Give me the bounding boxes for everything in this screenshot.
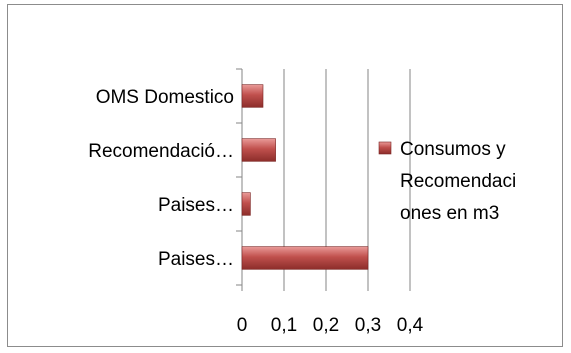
category-label: Recomendació… bbox=[88, 141, 234, 162]
bar bbox=[241, 246, 369, 270]
bar bbox=[241, 192, 251, 216]
x-tick-label: 0 bbox=[237, 315, 248, 336]
bar-chart: Paises… Paises… Recomendació… OMS Domestico… bbox=[88, 68, 516, 336]
x-tick-label: 0,1 bbox=[271, 315, 297, 336]
legend-swatch bbox=[378, 141, 392, 155]
legend-label-line: Consumos y bbox=[400, 139, 506, 160]
x-tick-label: 0,3 bbox=[355, 315, 381, 336]
bar bbox=[241, 84, 264, 108]
bars bbox=[241, 84, 369, 270]
x-tick-label: 0,2 bbox=[313, 315, 339, 336]
legend-label-line: Recomendaci bbox=[400, 171, 516, 192]
legend: Consumos y Recomendaci ones en m3 bbox=[378, 139, 516, 224]
category-label: Paises… bbox=[158, 249, 234, 270]
category-label: OMS Domestico bbox=[96, 87, 234, 108]
legend-label-line: ones en m3 bbox=[400, 203, 499, 224]
category-labels: Paises… Paises… Recomendació… OMS Domestico bbox=[88, 87, 234, 270]
bar bbox=[241, 138, 276, 162]
x-tick-label: 0,4 bbox=[397, 315, 424, 336]
x-tick-labels: 0 0,1 0,2 0,3 0,4 bbox=[237, 315, 424, 336]
category-label: Paises… bbox=[158, 195, 234, 216]
chart-frame: Paises… Paises… Recomendació… OMS Domestico… bbox=[7, 4, 563, 347]
